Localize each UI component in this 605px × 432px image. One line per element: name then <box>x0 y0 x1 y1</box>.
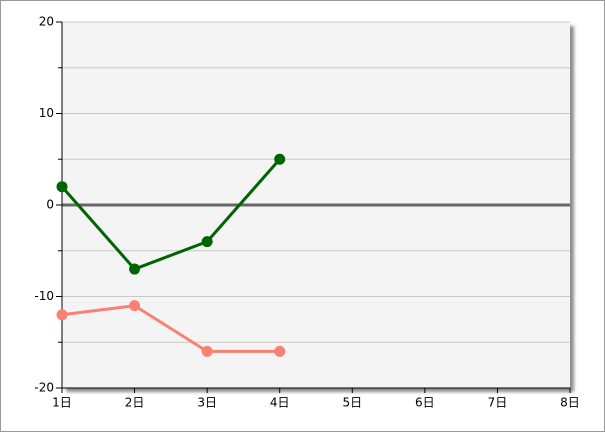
y-tick-label: 20 <box>39 15 54 29</box>
x-tick-label: 1日 <box>52 396 72 410</box>
data-point <box>274 345 286 357</box>
x-tick-label: 6日 <box>415 396 435 410</box>
x-tick-label: 7日 <box>488 396 508 410</box>
data-point <box>201 345 213 357</box>
x-tick-label: 4日 <box>270 396 290 410</box>
y-tick-label: 0 <box>46 198 54 212</box>
series-line <box>61 304 280 353</box>
y-tick-label: -10 <box>34 289 54 303</box>
y-tick-label: 10 <box>39 106 54 120</box>
x-tick-label: 5日 <box>342 396 362 410</box>
data-point <box>129 300 141 312</box>
x-tick-label: 3日 <box>197 396 217 410</box>
data-point <box>274 153 286 165</box>
y-tick-label: -20 <box>34 381 54 395</box>
x-tick-label: 8日 <box>560 396 580 410</box>
data-point <box>56 309 68 321</box>
data-point <box>201 236 213 248</box>
data-point <box>56 181 68 193</box>
x-tick-label: 2日 <box>125 396 145 410</box>
series-line <box>60 158 281 271</box>
data-point <box>129 263 141 275</box>
